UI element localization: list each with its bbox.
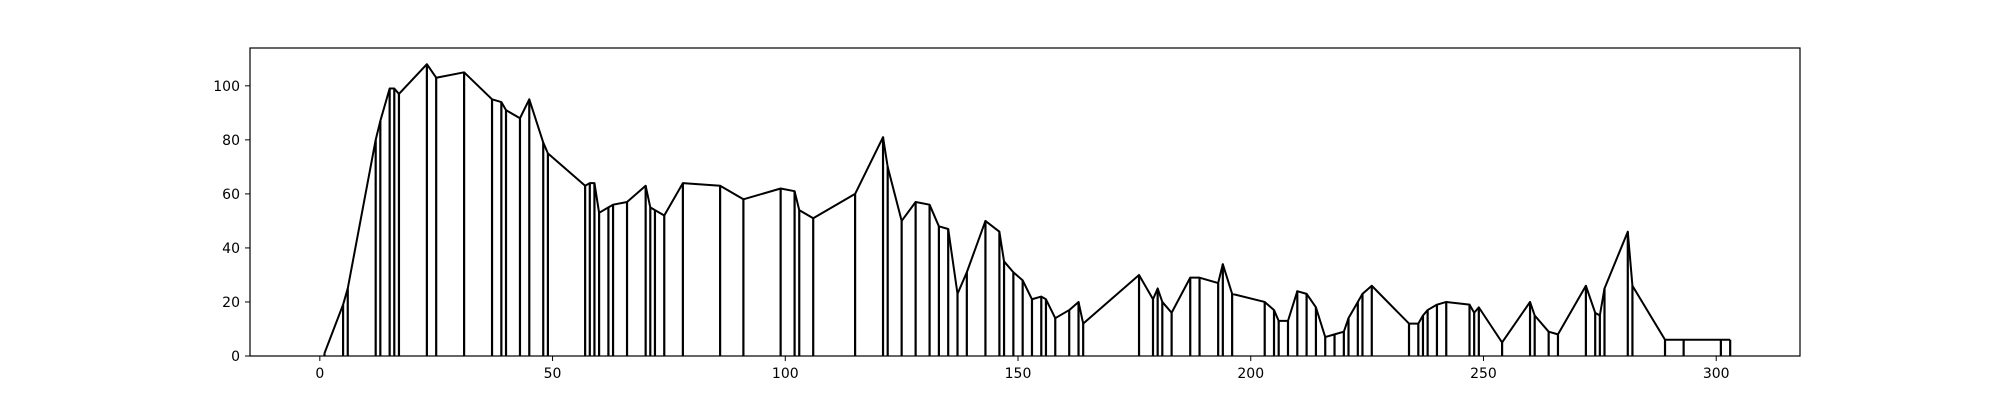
series-layer xyxy=(323,63,1732,356)
x-tick-label: 150 xyxy=(1005,366,1032,382)
y-tick-label: 20 xyxy=(222,295,240,311)
y-tick-label: 80 xyxy=(222,133,240,149)
x-tick-label: 300 xyxy=(1703,366,1730,382)
series-line-0 xyxy=(323,63,1731,354)
plot-area xyxy=(250,48,1800,356)
y-tick-label: 0 xyxy=(231,349,240,365)
x-tick-label: 100 xyxy=(772,366,799,382)
x-axis-ticks: 0 50 100 150 200 250 300 xyxy=(315,356,1730,382)
x-tick-label: 250 xyxy=(1470,366,1497,382)
plot-frame xyxy=(249,47,1801,357)
y-axis-ticks: 0 20 40 60 80 100 xyxy=(213,79,250,365)
x-tick-label: 50 xyxy=(544,366,562,382)
y-tick-label: 60 xyxy=(222,187,240,203)
x-tick-label: 0 xyxy=(315,366,324,382)
x-tick-label: 200 xyxy=(1237,366,1264,382)
y-tick-label: 40 xyxy=(222,241,240,257)
y-tick-label: 100 xyxy=(213,79,240,95)
